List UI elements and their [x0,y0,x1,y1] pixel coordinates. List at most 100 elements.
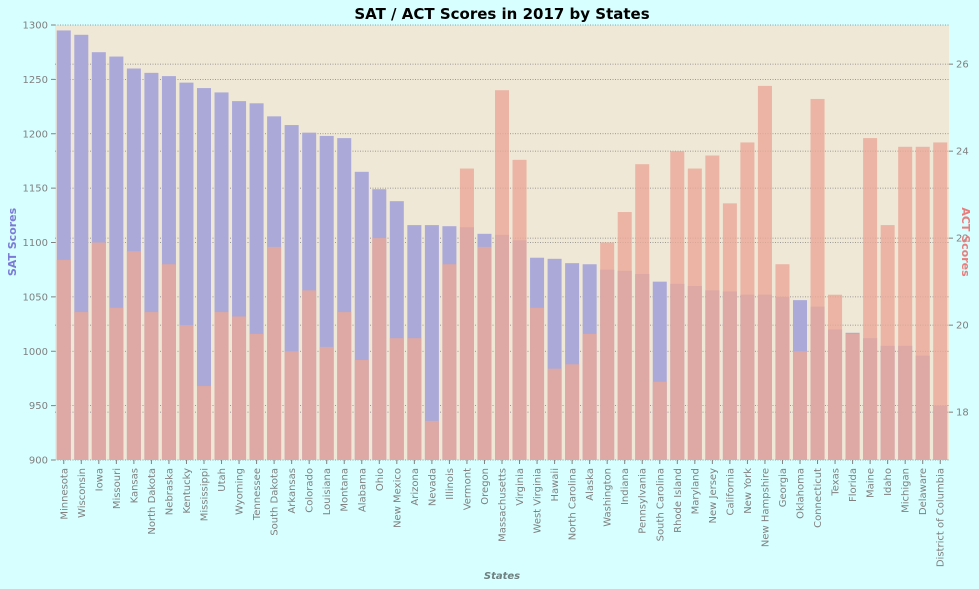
x-tick-label: Wisconsin [77,468,88,518]
act-bar [687,168,702,461]
act-bar [565,364,580,460]
left-tick-label: 900 [29,456,48,467]
x-tick-label: Missouri [112,468,123,509]
x-tick-label: Maine [866,468,877,498]
act-bar [547,368,562,460]
x-tick-label: Iowa [94,468,105,491]
x-tick-label: Colorado [305,468,316,513]
x-tick-label: Kentucky [182,468,193,514]
act-bar [214,312,229,460]
x-tick-label: Washington [603,468,614,527]
act-bar [705,155,720,460]
x-tick-label: Ohio [375,468,386,491]
x-tick-label: Pennsylvania [638,468,649,534]
act-bar [372,238,387,460]
x-tick-label: Utah [217,468,228,492]
x-tick-label: Arkansas [287,468,298,514]
x-tick-label: California [725,468,736,516]
act-bar [74,312,89,460]
act-bar [494,90,510,460]
x-tick-label: Montana [340,468,351,512]
act-bar [161,264,176,460]
x-tick-label: Georgia [778,468,789,507]
act-bar [179,325,194,460]
act-bar [459,168,474,461]
act-bar [600,242,615,460]
act-bar [652,381,667,460]
act-bar [810,98,825,460]
left-tick-label: 1150 [23,184,48,195]
x-tick-label: South Dakota [270,468,281,536]
left-tick-label: 1250 [23,75,48,86]
act-bar [898,146,913,461]
x-tick-label: Virginia [515,468,526,506]
act-bar [284,351,299,460]
right-tick-label: 18 [956,408,969,419]
left-axis-label: SAT Scores [6,207,19,276]
act-bar [775,264,790,460]
x-tick-label: District of Columbia [936,468,947,567]
x-tick-label: Louisiana [322,468,333,515]
act-bar [635,164,650,460]
act-bar [407,338,422,460]
act-bar [232,316,247,460]
x-axis-label: States [484,571,520,582]
act-bar [915,146,930,461]
x-tick-label: Indiana [620,468,631,505]
x-tick-label: Nevada [427,468,438,506]
left-tick-label: 1100 [23,238,48,249]
act-bar [424,420,439,460]
x-tick-label: Rhode Island [673,468,684,533]
x-tick-label: New Jersey [708,468,719,524]
act-bar [740,142,755,460]
act-bar [302,290,317,460]
act-bar [196,386,212,460]
act-bar [828,294,843,460]
x-tick-label: New York [743,468,754,514]
x-tick-label: Oregon [480,468,491,505]
x-tick-label: West Virginia [533,468,544,533]
act-bar [933,142,948,460]
x-tick-label: Arizona [410,468,421,506]
act-bar [670,151,685,460]
x-tick-label: Tennessee [252,468,263,521]
left-tick-label: 1300 [23,21,48,32]
x-tick-label: Hawaii [550,468,561,502]
act-bar [722,203,737,460]
x-tick-label: New Mexico [392,468,403,528]
right-tick-label: 20 [956,321,969,332]
x-tick-label: Alaska [585,468,596,501]
x-tick-label: Michigan [901,468,912,513]
act-bar [126,251,141,460]
x-tick-label: Idaho [883,468,894,496]
act-bar [617,212,632,460]
x-tick-label: Mississippi [200,468,211,521]
act-bar [389,338,404,460]
act-bar [249,333,264,460]
act-bar [880,225,895,460]
x-tick-label: Delaware [918,468,929,515]
act-bar [354,359,369,460]
act-bars [56,85,948,461]
act-bar [757,85,772,461]
act-bar [319,346,334,460]
sat-bar [196,88,212,460]
left-tick-label: 950 [29,401,48,412]
chart-title: SAT / ACT Scores in 2017 by States [354,5,649,23]
act-bar [845,333,860,460]
sat-bar [424,225,439,460]
x-tick-label: Kansas [129,468,140,503]
x-tick-label: Minnesota [59,468,70,520]
x-tick-label: Connecticut [813,468,824,528]
x-tick-label: Nebraska [164,468,175,515]
right-axis-label: ACT Scores [959,207,972,277]
x-tick-label: Maryland [690,468,701,514]
x-axis: Minnesota Wisconsin Iowa Missouri Kansas Nort… [59,460,947,567]
x-tick-label: Florida [848,468,859,502]
x-tick-label: Massachusetts [498,468,509,542]
act-bar [109,307,124,460]
left-axis: 900 950 1000 1050 1100 1150 1200 1250 1300 [23,21,55,467]
x-tick-label: Illinois [445,468,456,500]
right-tick-label: 22 [956,234,969,245]
